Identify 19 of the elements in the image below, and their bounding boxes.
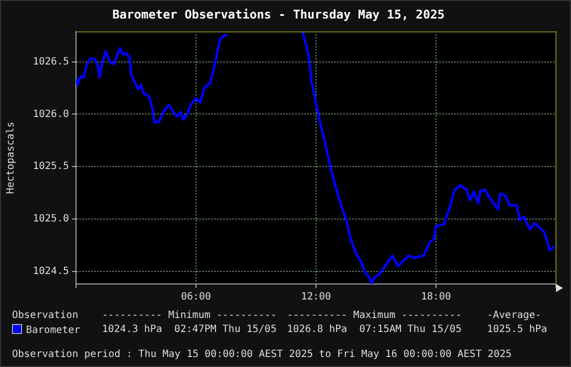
- x-tick-label: 18:00: [420, 292, 452, 303]
- x-tick-label: 12:00: [300, 292, 332, 303]
- text: ---------- Maximum ----------: [287, 310, 463, 321]
- text: Observation: [12, 310, 80, 321]
- x-tick-label: 06:00: [180, 292, 212, 303]
- y-tick-label: 1025.0: [32, 214, 69, 225]
- text: 1025.5 hPa: [487, 324, 548, 336]
- legend-label: Barometer: [25, 325, 80, 336]
- chart-title: Barometer Observations - Thursday May 15, 2025: [112, 7, 445, 22]
- text: -Average-: [487, 310, 542, 321]
- y-axis-title: Hectopascals: [6, 122, 17, 194]
- y-tick-label: 1026.5: [32, 56, 69, 68]
- text: Observation period : Thu May 15 00:00:00 AEST 2025 to Fri May 16 00:00:00 AEST 2025: [12, 349, 512, 360]
- text: ---------- Minimum ----------: [102, 310, 278, 321]
- y-tick-label: 1026.0: [32, 108, 69, 120]
- text: 1026.8 hPa 07:15AM Thu 15/05: [287, 324, 463, 336]
- y-tick-label: 1025.5: [32, 161, 69, 172]
- text: 1024.3 hPa 02:47PM Thu 15/05: [102, 324, 278, 336]
- y-tick-label: 1024.5: [32, 266, 69, 278]
